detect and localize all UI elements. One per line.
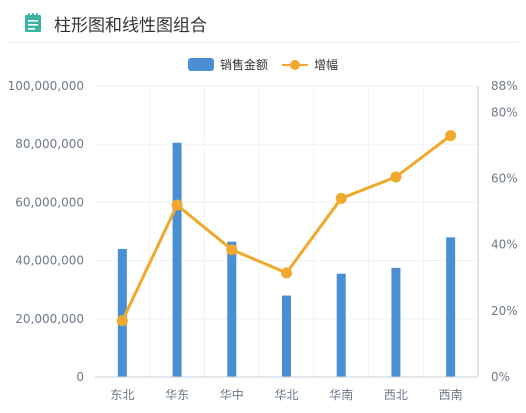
chart-legend: 销售金额 增幅 [0, 54, 526, 74]
y-right-tick-label: 80% [491, 105, 518, 119]
y-right-tick-label: 60% [491, 172, 518, 186]
growth-point-西南 [445, 130, 457, 142]
growth-point-华中 [226, 244, 238, 256]
y-right-tick-label: 20% [491, 304, 518, 318]
x-tick-label: 华北 [274, 388, 298, 402]
y-left-tick-label: 60,000,000 [15, 195, 84, 209]
bar-西北 [391, 267, 401, 377]
y-left-tick-label: 40,000,000 [15, 254, 84, 268]
line-legend-swatch [282, 58, 308, 71]
legend-label-sales: 销售金额 [219, 57, 268, 72]
growth-point-华北 [281, 267, 292, 279]
y-right-tick-label: 0% [491, 370, 510, 384]
x-tick-label: 华东 [165, 388, 189, 402]
legend-item-growth[interactable]: 增幅 [282, 56, 338, 73]
legend-item-sales[interactable]: 销售金额 [187, 56, 268, 73]
page-title: 柱形图和线性图组合 [54, 15, 207, 36]
legend-label-growth: 增幅 [314, 57, 339, 72]
bar-东北 [117, 248, 127, 377]
x-tick-label: 华中 [220, 387, 244, 402]
growth-point-华南 [335, 192, 347, 204]
growth-line [121, 134, 452, 322]
bar-西南 [446, 237, 456, 377]
growth-point-华东 [171, 199, 183, 211]
x-tick-label: 东北 [110, 388, 134, 402]
bar-华北 [282, 295, 291, 377]
y-left-tick-label: 20,000,000 [15, 312, 84, 326]
y-right-tick-label: 40% [491, 238, 518, 252]
bar-legend-swatch [187, 57, 214, 71]
bar-华南 [336, 273, 346, 377]
y-right-tick-label: 88% [491, 79, 518, 93]
panel-header: 柱形图和线性图组合 [8, 4, 518, 43]
y-left-tick-label: 0 [76, 370, 84, 384]
bar-华中 [227, 241, 237, 377]
x-tick-label: 西北 [384, 388, 408, 402]
x-tick-label: 西南 [439, 387, 463, 402]
y-left-tick-label: 80,000,000 [15, 137, 84, 151]
x-tick-label: 华南 [329, 387, 353, 402]
growth-point-东北 [116, 315, 128, 327]
bar-华东 [172, 142, 182, 377]
growth-point-西北 [390, 171, 402, 183]
document-list-icon [25, 13, 41, 32]
y-left-tick-label: 100,000,000 [8, 79, 84, 93]
